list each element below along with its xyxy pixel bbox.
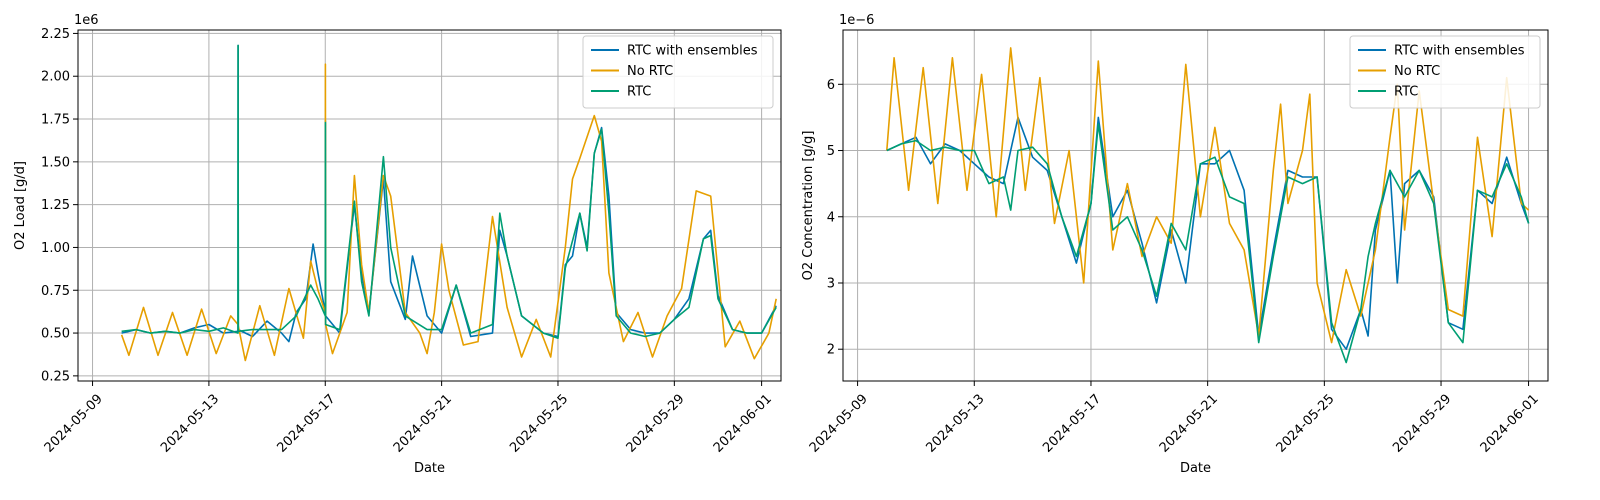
x-tick-label: 2024-05-29 (1390, 392, 1454, 456)
y-tick-label: 0.25 (41, 369, 70, 384)
x-tick-label: 2024-05-17 (274, 392, 338, 456)
legend: RTC with ensembles No RTC RTC (1349, 35, 1541, 109)
series-line-rtc (121, 44, 777, 339)
plot-frame (842, 29, 1549, 382)
y-tick-label: 2.00 (41, 70, 70, 85)
y-tick-label: 0.75 (41, 284, 70, 299)
x-tick-label: 2024-05-29 (624, 392, 688, 456)
y-tick-label: 1.25 (41, 198, 70, 213)
x-tick-label: 2024-05-25 (1274, 392, 1338, 456)
series-line-no-rtc (120, 63, 777, 362)
series-line-rtc (886, 123, 1530, 364)
x-tick-label: 2024-06-01 (711, 392, 775, 456)
legend: RTC with ensembles No RTC RTC (582, 35, 774, 109)
x-tick-label: 2024-05-09 (807, 392, 871, 456)
x-tick-label: 2024-05-09 (42, 392, 106, 456)
legend-label: RTC with ensembles (627, 44, 758, 59)
legend-box (582, 35, 774, 109)
y-offset-label: 1e6 (74, 13, 99, 28)
legend-label: No RTC (1394, 64, 1440, 79)
x-tick-label: 2024-05-21 (391, 392, 455, 456)
x-tick-label: 2024-06-01 (1478, 392, 1542, 456)
y-tick-label: 6 (827, 78, 835, 93)
legend-label: RTC with ensembles (1394, 44, 1525, 59)
y-tick-label: 2.25 (41, 27, 70, 42)
x-tick-label: 2024-05-13 (158, 392, 222, 456)
x-tick-label: 2024-05-21 (1157, 392, 1221, 456)
chart-panel-2: 2024-05-09 2024-05-13 2024-05-17 2024-05-21… (801, 13, 1549, 476)
y-tick-label: 0.50 (41, 327, 70, 342)
legend-label: RTC (1394, 85, 1418, 100)
y-tick-label: 1.50 (41, 155, 70, 170)
y-offset-label: 1e−6 (839, 13, 874, 28)
y-tick-label: 2 (827, 343, 835, 358)
y-tick-label: 1.75 (41, 113, 70, 128)
y-tick-label: 5 (827, 144, 835, 159)
chart-panel-1: 2024-05-09 2024-05-13 2024-05-17 2024-05-21… (13, 13, 782, 476)
y-tick-label: 4 (827, 210, 835, 225)
x-axis-label: Date (414, 461, 445, 476)
legend-box (1349, 35, 1541, 109)
legend-label: No RTC (627, 64, 673, 79)
y-tick-label: 1.00 (41, 241, 70, 256)
x-axis-label: Date (1180, 461, 1211, 476)
y-tick-label: 3 (827, 276, 835, 291)
x-tick-label: 2024-05-13 (924, 392, 988, 456)
x-tick-label: 2024-05-17 (1040, 392, 1104, 456)
legend-label: RTC (627, 85, 651, 100)
y-axis-label: O2 Load [g/d] (13, 161, 28, 250)
x-tick-label: 2024-05-25 (507, 392, 571, 456)
y-axis-label: O2 Concentration [g/g] (801, 131, 816, 281)
plot-frame (77, 29, 782, 382)
